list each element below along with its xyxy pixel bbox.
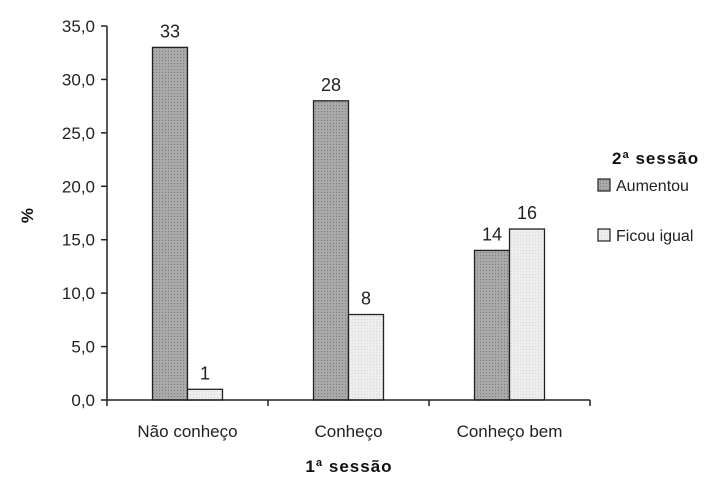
legend-swatch [597,228,611,242]
y-tick-label: 10,0 [62,284,95,303]
x-axis: Não conheço Conheço Conheço bem [106,399,591,441]
y-tick-label: 20,0 [62,177,95,196]
data-labels: 33 1 28 8 14 16 [160,21,537,383]
x-tick-label: Conheço [314,422,382,441]
data-label: 14 [482,224,502,244]
y-axis: 0,0 5,0 10,0 15,0 20,0 25,0 30,0 35,0 [62,17,108,410]
legend-title: 2ª sessão [612,149,699,168]
data-label: 8 [361,289,371,309]
y-axis-title: % [18,207,37,223]
legend-swatch [597,178,611,192]
x-axis-title: 1ª sessão [305,457,392,476]
bar-aumentou-0 [151,46,189,401]
y-tick-label: 0,0 [71,391,95,410]
legend-label: Ficou igual [616,228,693,245]
y-tick-label: 30,0 [62,70,95,89]
x-tick-label: Conheço bem [457,422,563,441]
data-label: 33 [160,21,180,41]
legend-label: Aumentou [616,178,689,195]
data-label: 1 [200,363,210,383]
data-label: 16 [517,203,537,223]
bar-aumentou-1 [312,100,350,401]
data-label: 28 [321,75,341,95]
bar-aumentou-2 [473,249,511,401]
y-tick-label: 25,0 [62,124,95,143]
bar-ficou-igual-0 [186,388,224,401]
y-tick-label: 15,0 [62,231,95,250]
y-tick-label: 5,0 [71,338,95,357]
y-tick-label: 35,0 [62,17,95,36]
bar-ficou-igual-1 [347,313,385,401]
bar-ficou-igual-2 [508,228,546,401]
legend: 2ª sessão Aumentou Ficou igual [597,149,699,245]
bars [151,46,546,401]
x-tick-label: Não conheço [137,422,237,441]
